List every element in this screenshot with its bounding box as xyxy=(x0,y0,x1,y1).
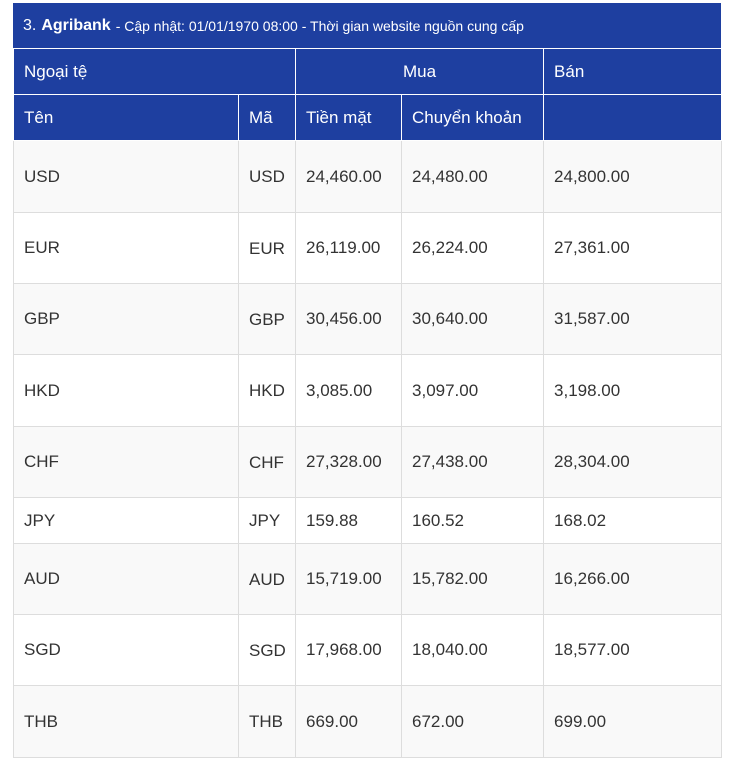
currency-name-cell: GBP xyxy=(13,283,239,355)
currency-code-cell: THB xyxy=(237,685,297,758)
buy-cash-cell: 30,456.00 xyxy=(295,283,403,355)
sell-cell: 24,800.00 xyxy=(543,140,723,213)
header-sell: Bán xyxy=(543,48,723,95)
buy-cash-cell: 669.00 xyxy=(295,685,403,758)
header-buy: Mua xyxy=(295,48,545,95)
currency-code-cell: HKD xyxy=(237,354,297,427)
table-row: SGD SGD 17,968.00 18,040.00 18,577.00 xyxy=(13,614,723,686)
table-row: EUR EUR 26,119.00 26,224.00 27,361.00 xyxy=(13,212,723,284)
header-row-columns: Tên Mã Tiền mặt Chuyển khoản xyxy=(13,94,723,141)
buy-transfer-cell: 30,640.00 xyxy=(401,283,545,355)
buy-cash-cell: 15,719.00 xyxy=(295,543,403,615)
buy-cash-cell: 26,119.00 xyxy=(295,212,403,284)
header-code: Mã xyxy=(237,94,297,141)
buy-transfer-cell: 24,480.00 xyxy=(401,140,545,213)
update-subtitle: - Cập nhật: 01/01/1970 08:00 - Thời gian… xyxy=(115,17,524,34)
header-name: Tên xyxy=(13,94,239,141)
currency-code-cell: AUD xyxy=(237,543,297,615)
section-number: 3. xyxy=(23,16,37,34)
currency-name-cell: USD xyxy=(13,140,239,213)
currency-code-cell: JPY xyxy=(237,497,297,544)
buy-transfer-cell: 3,097.00 xyxy=(401,354,545,427)
exchange-rate-table: Ngoại tệ Mua Bán Tên Mã Tiền mặt Chuyển … xyxy=(12,48,723,758)
buy-cash-cell: 3,085.00 xyxy=(295,354,403,427)
header-sell-empty xyxy=(543,94,723,141)
exchange-rate-panel: 3. Agribank - Cập nhật: 01/01/1970 08:00… xyxy=(12,3,723,758)
buy-cash-cell: 17,968.00 xyxy=(295,614,403,686)
currency-name-cell: SGD xyxy=(13,614,239,686)
sell-cell: 28,304.00 xyxy=(543,426,723,498)
sell-cell: 699.00 xyxy=(543,685,723,758)
sell-cell: 31,587.00 xyxy=(543,283,723,355)
buy-transfer-cell: 27,438.00 xyxy=(401,426,545,498)
sell-cell: 3,198.00 xyxy=(543,354,723,427)
currency-name-cell: EUR xyxy=(13,212,239,284)
header-cash: Tiền mặt xyxy=(295,94,403,141)
table-row: HKD HKD 3,085.00 3,097.00 3,198.00 xyxy=(13,354,723,427)
currency-code-cell: CHF xyxy=(237,426,297,498)
table-row: CHF CHF 27,328.00 27,438.00 28,304.00 xyxy=(13,426,723,498)
currency-name-cell: CHF xyxy=(13,426,239,498)
buy-transfer-cell: 18,040.00 xyxy=(401,614,545,686)
table-row: THB THB 669.00 672.00 699.00 xyxy=(13,685,723,758)
table-row: GBP GBP 30,456.00 30,640.00 31,587.00 xyxy=(13,283,723,355)
header-row-group: Ngoại tệ Mua Bán xyxy=(12,48,723,95)
currency-name-cell: AUD xyxy=(13,543,239,615)
table-row: AUD AUD 15,719.00 15,782.00 16,266.00 xyxy=(13,543,723,615)
currency-name-cell: HKD xyxy=(13,354,239,427)
buy-cash-cell: 159.88 xyxy=(295,497,403,544)
panel-title-bar: 3. Agribank - Cập nhật: 01/01/1970 08:00… xyxy=(13,3,721,48)
buy-transfer-cell: 672.00 xyxy=(401,685,545,758)
currency-code-cell: EUR xyxy=(237,212,297,284)
sell-cell: 16,266.00 xyxy=(543,543,723,615)
sell-cell: 18,577.00 xyxy=(543,614,723,686)
currency-code-cell: SGD xyxy=(237,614,297,686)
header-transfer: Chuyển khoản xyxy=(401,94,545,141)
sell-cell: 27,361.00 xyxy=(543,212,723,284)
currency-code-cell: GBP xyxy=(237,283,297,355)
buy-transfer-cell: 15,782.00 xyxy=(401,543,545,615)
buy-transfer-cell: 160.52 xyxy=(401,497,545,544)
sell-cell: 168.02 xyxy=(543,497,723,544)
header-foreign-currency: Ngoại tệ xyxy=(12,48,297,95)
rate-table-body: USD USD 24,460.00 24,480.00 24,800.00 EUR EUR 2… xyxy=(13,140,723,758)
buy-cash-cell: 24,460.00 xyxy=(295,140,403,213)
bank-name: Agribank xyxy=(41,16,111,34)
currency-name-cell: JPY xyxy=(13,497,239,544)
table-row: JPY JPY 159.88 160.52 168.02 xyxy=(13,497,723,544)
table-row: USD USD 24,460.00 24,480.00 24,800.00 xyxy=(13,140,723,213)
buy-cash-cell: 27,328.00 xyxy=(295,426,403,498)
currency-code-cell: USD xyxy=(237,140,297,213)
buy-transfer-cell: 26,224.00 xyxy=(401,212,545,284)
currency-name-cell: THB xyxy=(13,685,239,758)
